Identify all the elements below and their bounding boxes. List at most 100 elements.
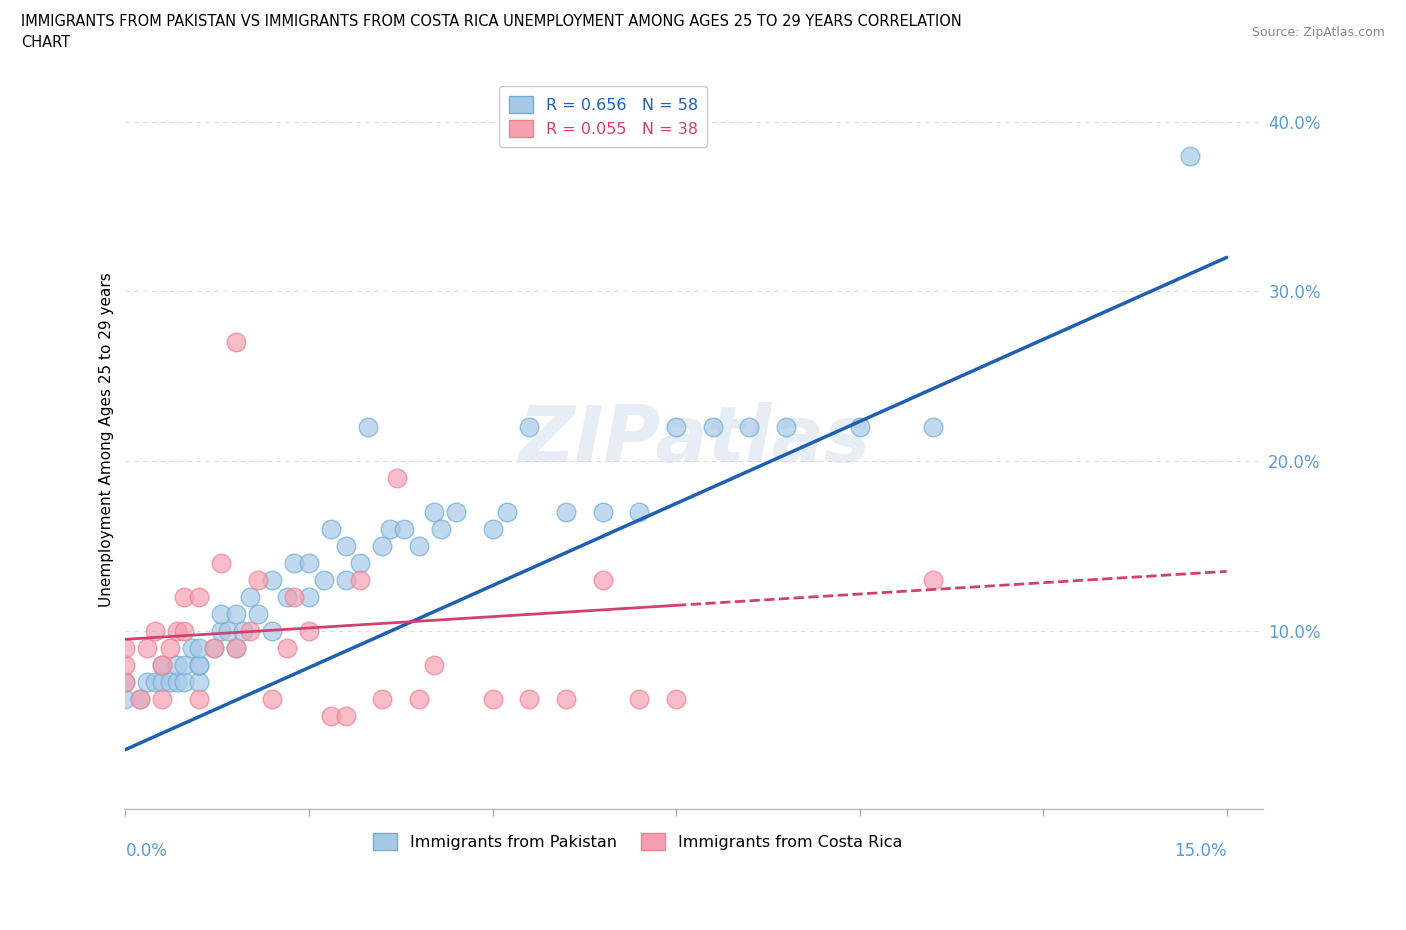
Point <box>209 606 232 621</box>
Point <box>371 538 394 553</box>
Y-axis label: Unemployment Among Ages 25 to 29 years: Unemployment Among Ages 25 to 29 years <box>100 272 114 607</box>
Point <box>150 658 173 672</box>
Point <box>1178 148 1201 163</box>
Point <box>335 573 357 588</box>
Point <box>430 522 453 537</box>
Point <box>187 658 209 672</box>
Point <box>159 674 181 689</box>
Point <box>738 419 761 434</box>
Point <box>166 674 188 689</box>
Point <box>408 691 430 706</box>
Point <box>173 674 195 689</box>
Point <box>298 555 321 570</box>
Point <box>143 623 166 638</box>
Point <box>225 641 247 656</box>
Point <box>496 505 519 520</box>
Point <box>180 641 202 656</box>
Point <box>202 641 225 656</box>
Point <box>665 419 688 434</box>
Point <box>173 623 195 638</box>
Point <box>408 538 430 553</box>
Point <box>922 573 945 588</box>
Point <box>592 573 614 588</box>
Text: ZIPatlas: ZIPatlas <box>519 402 870 478</box>
Point <box>423 505 446 520</box>
Point <box>187 590 209 604</box>
Point <box>166 623 188 638</box>
Text: CHART: CHART <box>21 35 70 50</box>
Point <box>628 691 651 706</box>
Point <box>555 505 578 520</box>
Point <box>114 674 136 689</box>
Point <box>848 419 870 434</box>
Point <box>239 590 262 604</box>
Text: Source: ZipAtlas.com: Source: ZipAtlas.com <box>1251 26 1385 39</box>
Point <box>423 658 446 672</box>
Point <box>150 658 173 672</box>
Point <box>276 641 298 656</box>
Point <box>217 623 239 638</box>
Point <box>517 419 540 434</box>
Point <box>276 590 298 604</box>
Point <box>298 590 321 604</box>
Point <box>665 691 688 706</box>
Point <box>298 623 321 638</box>
Point <box>319 709 342 724</box>
Point <box>335 709 357 724</box>
Point <box>136 674 159 689</box>
Point <box>262 691 284 706</box>
Point <box>209 623 232 638</box>
Point <box>150 674 173 689</box>
Point <box>349 573 371 588</box>
Point <box>283 590 305 604</box>
Point <box>209 555 232 570</box>
Point <box>481 522 503 537</box>
Point <box>114 658 136 672</box>
Point <box>114 674 136 689</box>
Point <box>246 606 269 621</box>
Point <box>349 555 371 570</box>
Point <box>385 471 408 485</box>
Point <box>371 691 394 706</box>
Point <box>129 691 152 706</box>
Point <box>114 641 136 656</box>
Point <box>114 691 136 706</box>
Point <box>136 641 159 656</box>
Point <box>187 658 209 672</box>
Point <box>187 691 209 706</box>
Point <box>150 691 173 706</box>
Point <box>143 674 166 689</box>
Point <box>239 623 262 638</box>
Point <box>378 522 401 537</box>
Point <box>202 641 225 656</box>
Point <box>444 505 467 520</box>
Point <box>225 606 247 621</box>
Point <box>312 573 335 588</box>
Point <box>225 641 247 656</box>
Text: 15.0%: 15.0% <box>1174 843 1226 860</box>
Point <box>517 691 540 706</box>
Point <box>555 691 578 706</box>
Point <box>173 590 195 604</box>
Text: 0.0%: 0.0% <box>125 843 167 860</box>
Point <box>319 522 342 537</box>
Point <box>159 641 181 656</box>
Point <box>702 419 724 434</box>
Point <box>628 505 651 520</box>
Point <box>335 538 357 553</box>
Point <box>225 335 247 350</box>
Point <box>187 641 209 656</box>
Point <box>232 623 254 638</box>
Point <box>283 555 305 570</box>
Text: IMMIGRANTS FROM PAKISTAN VS IMMIGRANTS FROM COSTA RICA UNEMPLOYMENT AMONG AGES 2: IMMIGRANTS FROM PAKISTAN VS IMMIGRANTS F… <box>21 14 962 29</box>
Point <box>481 691 503 706</box>
Point <box>394 522 416 537</box>
Point <box>129 691 152 706</box>
Point <box>262 623 284 638</box>
Point <box>592 505 614 520</box>
Point <box>262 573 284 588</box>
Point <box>357 419 380 434</box>
Legend: Immigrants from Pakistan, Immigrants from Costa Rica: Immigrants from Pakistan, Immigrants fro… <box>367 826 908 857</box>
Point <box>246 573 269 588</box>
Point <box>173 658 195 672</box>
